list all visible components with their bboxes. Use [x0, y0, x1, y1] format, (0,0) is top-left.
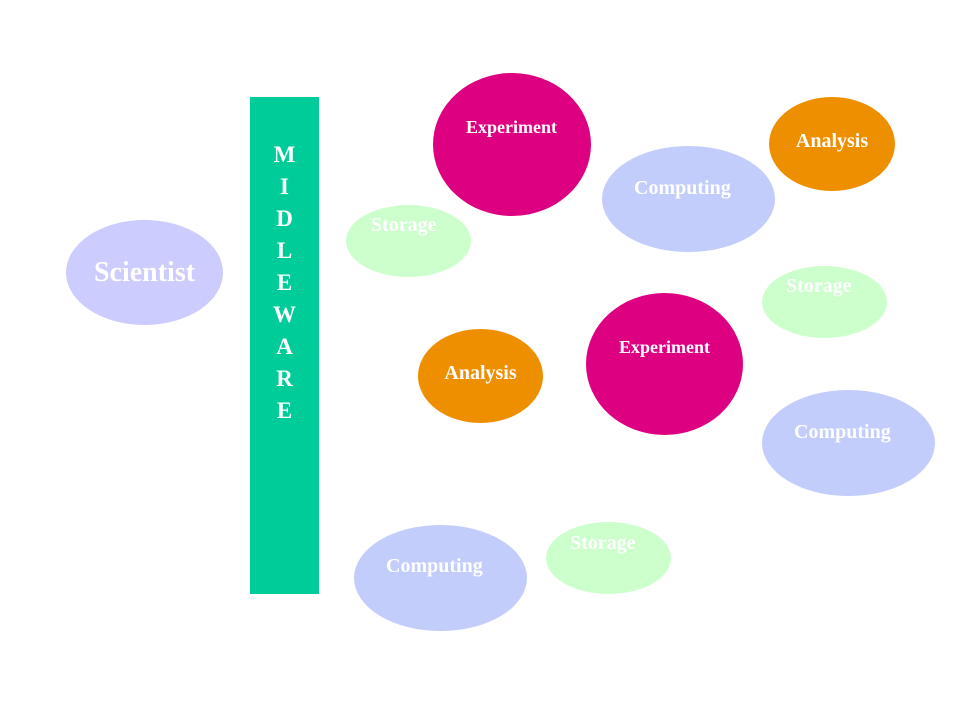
scientist-label: Scientist — [93, 256, 196, 288]
middleware-letter: E — [276, 270, 293, 295]
storage-label: Storage — [570, 532, 636, 554]
middleware-letter: I — [280, 174, 289, 199]
middleware-letter: M — [273, 142, 296, 167]
middleware-letter: A — [276, 334, 293, 359]
experiment-node — [586, 293, 743, 435]
middleware-letter: R — [276, 366, 293, 391]
storage-node — [546, 522, 671, 594]
storage-node — [346, 205, 471, 277]
computing-node — [602, 146, 775, 252]
middleware-letter: L — [276, 238, 293, 263]
storage-label: Storage — [371, 214, 437, 236]
analysis-node: Analysis — [418, 329, 543, 423]
analysis-label: Analysis — [444, 361, 517, 384]
experiment-label: Experiment — [466, 117, 557, 137]
computing-node — [354, 525, 527, 631]
analysis-label: Analysis — [795, 129, 869, 152]
storage-node — [762, 266, 887, 338]
computing-label: Computing — [386, 555, 483, 577]
experiment-node — [433, 73, 591, 216]
middleware-bar: M I D L E W A R E — [250, 97, 319, 594]
computing-label: Computing — [634, 177, 731, 199]
middleware-letter: E — [276, 398, 293, 423]
middleware-letter: D — [276, 206, 293, 231]
computing-label: Computing — [794, 421, 891, 443]
storage-label: Storage — [786, 275, 852, 297]
computing-node — [762, 390, 935, 496]
experiment-label: Experiment — [619, 337, 710, 357]
analysis-node: Analysis — [769, 97, 895, 191]
scientist-node: Scientist — [66, 220, 223, 325]
middleware-letter: W — [273, 302, 296, 327]
